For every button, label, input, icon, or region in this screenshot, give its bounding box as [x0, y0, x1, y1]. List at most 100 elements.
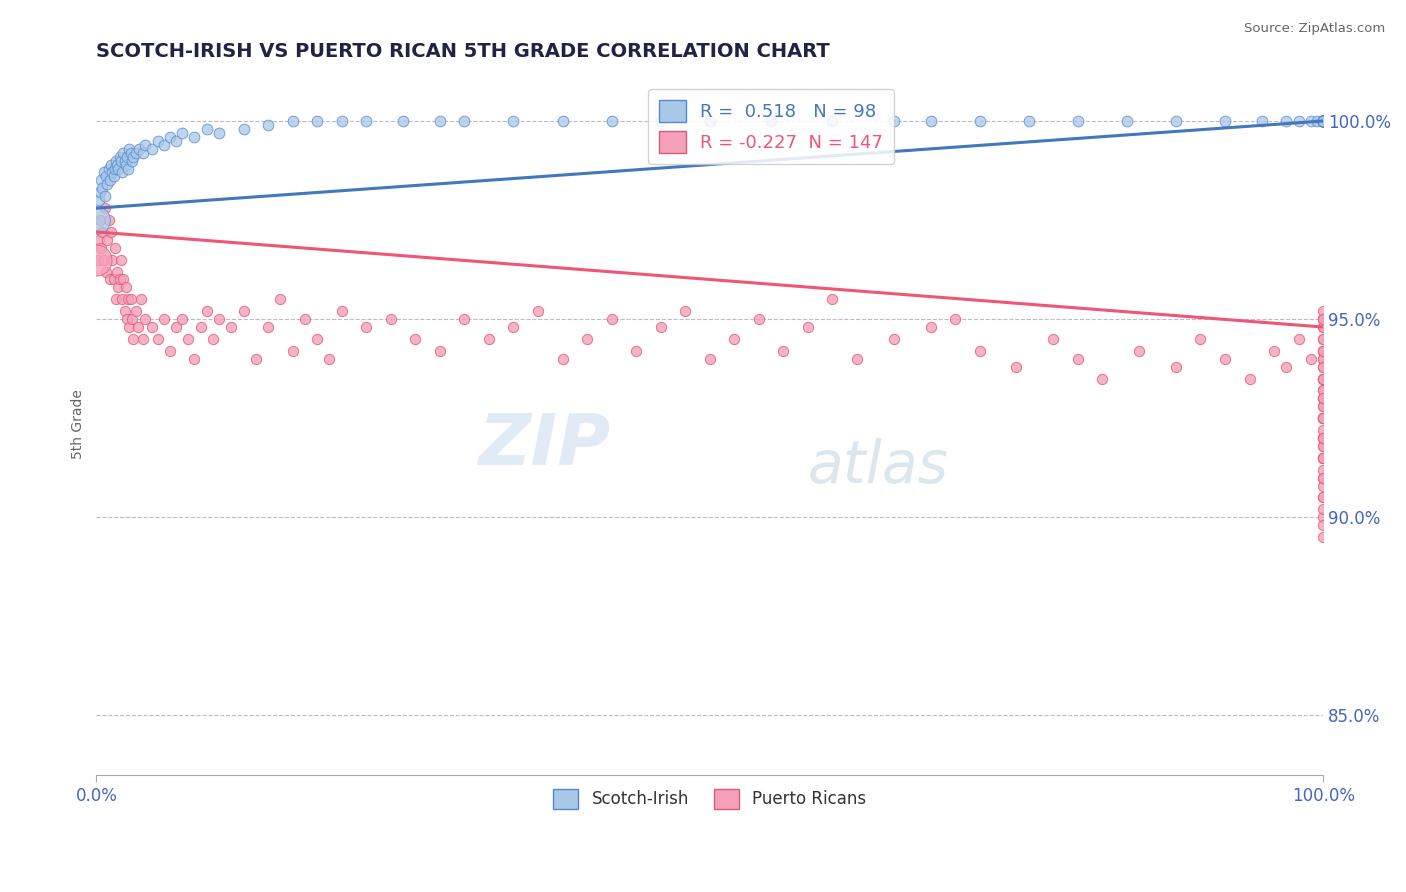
- Point: [920, 114, 942, 128]
- Point: [96, 264, 118, 278]
- Point: [1312, 114, 1334, 128]
- Point: [1312, 359, 1334, 374]
- Point: [1312, 450, 1334, 465]
- Point: [1312, 114, 1334, 128]
- Text: ZIP: ZIP: [479, 410, 612, 480]
- Point: [165, 134, 187, 148]
- Point: [1288, 114, 1310, 128]
- Point: [1312, 114, 1334, 128]
- Point: [195, 122, 218, 136]
- Point: [1312, 114, 1334, 128]
- Point: [129, 293, 152, 307]
- Point: [1312, 431, 1334, 445]
- Point: [1312, 491, 1334, 505]
- Point: [380, 312, 402, 326]
- Point: [1312, 114, 1334, 128]
- Point: [221, 320, 243, 334]
- Point: [269, 293, 291, 307]
- Point: [1312, 392, 1334, 406]
- Point: [1312, 114, 1334, 128]
- Point: [115, 150, 138, 164]
- Text: atlas: atlas: [808, 438, 949, 495]
- Point: [86, 213, 108, 227]
- Point: [1312, 371, 1334, 385]
- Point: [104, 161, 127, 176]
- Point: [208, 312, 231, 326]
- Point: [1263, 343, 1285, 358]
- Point: [103, 272, 125, 286]
- Point: [1312, 114, 1334, 128]
- Point: [1312, 114, 1334, 128]
- Point: [1312, 343, 1334, 358]
- Y-axis label: 5th Grade: 5th Grade: [72, 389, 86, 459]
- Point: [1312, 431, 1334, 445]
- Point: [1091, 371, 1114, 385]
- Point: [1312, 384, 1334, 398]
- Point: [307, 114, 329, 128]
- Point: [1312, 371, 1334, 385]
- Point: [245, 351, 267, 366]
- Point: [883, 114, 905, 128]
- Text: Source: ZipAtlas.com: Source: ZipAtlas.com: [1244, 22, 1385, 36]
- Point: [86, 252, 108, 267]
- Point: [103, 169, 125, 184]
- Point: [453, 114, 475, 128]
- Point: [453, 312, 475, 326]
- Point: [551, 114, 574, 128]
- Point: [97, 161, 120, 176]
- Point: [1312, 510, 1334, 524]
- Point: [1312, 343, 1334, 358]
- Point: [1312, 423, 1334, 437]
- Point: [122, 150, 145, 164]
- Point: [124, 304, 146, 318]
- Point: [1312, 332, 1334, 346]
- Point: [183, 351, 205, 366]
- Point: [159, 343, 181, 358]
- Point: [1312, 392, 1334, 406]
- Point: [1312, 114, 1334, 128]
- Legend: Scotch-Irish, Puerto Ricans: Scotch-Irish, Puerto Ricans: [547, 782, 873, 815]
- Point: [132, 145, 155, 160]
- Point: [699, 114, 721, 128]
- Point: [1250, 114, 1272, 128]
- Point: [101, 165, 124, 179]
- Point: [195, 304, 218, 318]
- Point: [1312, 114, 1334, 128]
- Point: [120, 145, 142, 160]
- Point: [1312, 470, 1334, 484]
- Point: [1312, 450, 1334, 465]
- Point: [1312, 411, 1334, 425]
- Point: [600, 312, 623, 326]
- Point: [108, 272, 131, 286]
- Point: [1018, 114, 1040, 128]
- Point: [624, 343, 647, 358]
- Point: [1312, 114, 1334, 128]
- Point: [153, 312, 176, 326]
- Point: [105, 157, 128, 171]
- Point: [1299, 114, 1322, 128]
- Point: [94, 201, 117, 215]
- Point: [1312, 384, 1334, 398]
- Point: [89, 186, 111, 200]
- Point: [478, 332, 501, 346]
- Point: [172, 312, 194, 326]
- Point: [1312, 320, 1334, 334]
- Point: [1312, 359, 1334, 374]
- Point: [1275, 114, 1298, 128]
- Point: [112, 272, 135, 286]
- Point: [1239, 371, 1261, 385]
- Point: [600, 114, 623, 128]
- Point: [699, 351, 721, 366]
- Point: [104, 153, 127, 168]
- Point: [86, 252, 108, 267]
- Point: [146, 134, 169, 148]
- Point: [141, 320, 163, 334]
- Point: [1312, 411, 1334, 425]
- Point: [281, 343, 304, 358]
- Point: [846, 351, 869, 366]
- Point: [576, 332, 599, 346]
- Point: [429, 114, 451, 128]
- Point: [502, 114, 524, 128]
- Point: [1312, 411, 1334, 425]
- Point: [1312, 114, 1334, 128]
